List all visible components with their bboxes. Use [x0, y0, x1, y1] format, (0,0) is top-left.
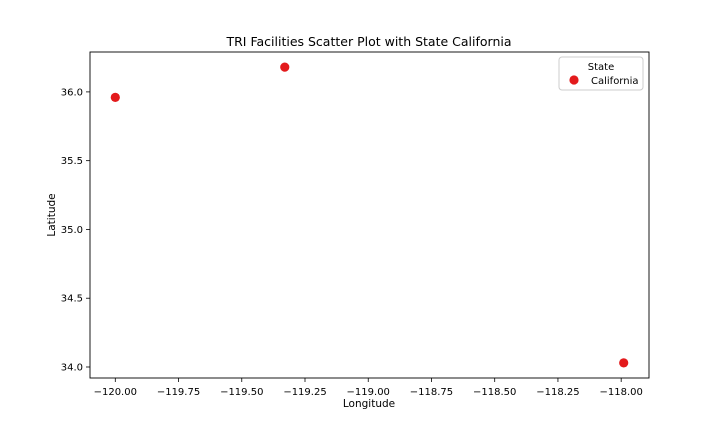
- y-tick-label: 35.0: [61, 225, 83, 236]
- legend-marker: [569, 75, 579, 85]
- legend-box: [558, 56, 644, 91]
- y-tick-label: 34.0: [61, 362, 83, 373]
- x-tick-label: −118.00: [599, 387, 642, 398]
- legend-title: State: [588, 62, 614, 73]
- x-axis-label: Longitude: [343, 398, 395, 410]
- data-point: [280, 62, 290, 72]
- chart-title: TRI Facilities Scatter Plot with State C…: [225, 34, 511, 49]
- plot-frame: [89, 51, 650, 379]
- x-tick-label: −119.50: [220, 387, 263, 398]
- legend-entry-california: California: [591, 76, 639, 87]
- x-tick-label: −119.25: [283, 387, 326, 398]
- data-point: [110, 92, 120, 102]
- x-tick-label: −118.25: [536, 387, 579, 398]
- y-tick-label: 34.5: [61, 294, 83, 305]
- data-point: [619, 358, 629, 368]
- y-tick-label: 35.5: [61, 156, 83, 167]
- legend: State California: [558, 56, 644, 91]
- x-tick-label: −119.75: [157, 387, 200, 398]
- x-tick-label: −118.50: [473, 387, 516, 398]
- x-tick-label: −120.00: [94, 387, 137, 398]
- x-tick-label: −119.00: [347, 387, 390, 398]
- y-tick-label: 36.0: [61, 87, 83, 98]
- y-axis-label: Latitude: [46, 193, 58, 236]
- x-tick-label: −118.75: [410, 387, 453, 398]
